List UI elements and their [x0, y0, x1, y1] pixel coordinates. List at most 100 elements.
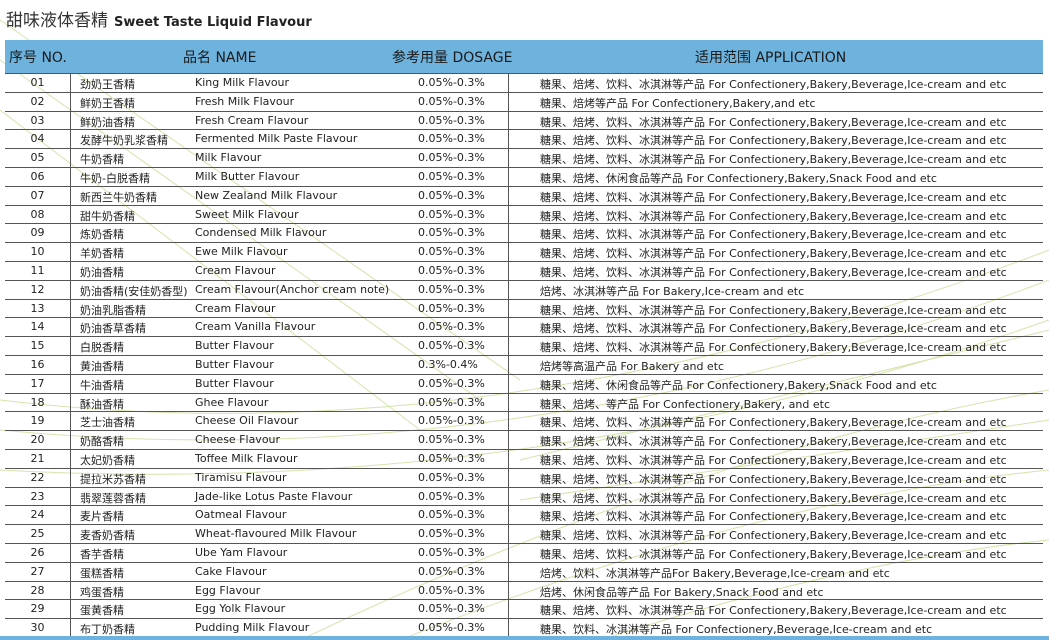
dosage: 0.05%-0.3%	[418, 621, 485, 635]
dosage: 0.05%-0.3%	[418, 395, 485, 409]
table-row: 22 提拉米苏香精 Tiramisu Flavour 0.05%-0.3% 糖果、焙烤、…	[5, 469, 1043, 488]
row-number: 11	[30, 263, 45, 277]
table-row: 11 奶油香精 Cream Flavour 0.05%-0.3% 糖果、焙烤、饮料、冰淇…	[5, 262, 1043, 281]
english-name: Oatmeal Flavour	[195, 508, 287, 522]
table-row: 01 劲奶王香精 King Milk Flavour 0.05%-0.3% 糖果、焙烤、…	[5, 74, 1043, 93]
chinese-name: 香芋香精	[80, 547, 124, 561]
application: 糖果、焙烤、休闲食品等产品 For Confectionery,Bakery,S…	[540, 378, 937, 392]
english-name: Ghee Flavour	[195, 395, 269, 409]
bottom-bar	[0, 636, 1049, 640]
chinese-name: 牛奶香精	[80, 153, 124, 167]
table-row: 03 鲜奶油香精 Fresh Cream Flavour 0.05%-0.3% 糖果、焙…	[5, 112, 1043, 131]
chinese-name: 牛油香精	[80, 378, 124, 392]
dosage: 0.05%-0.3%	[418, 151, 485, 165]
application: 糖果、焙烤、饮料、冰淇淋等产品 For Confectionery,Bakery…	[540, 604, 1007, 618]
application: 糖果、饮料、冰淇淋等产品 For Confectionery,Beverage,…	[540, 623, 933, 637]
english-name: Cream Flavour	[195, 301, 276, 315]
application: 糖果、焙烤、等产品 For Confectionery,Bakery, and …	[540, 397, 830, 411]
english-name: King Milk Flavour	[195, 76, 290, 89]
english-name: Jade-like Lotus Paste Flavour	[195, 489, 353, 503]
table-row: 20 奶酪香精 Cheese Flavour 0.05%-0.3% 糖果、焙烤、饮料、冰…	[5, 431, 1043, 450]
application: 糖果、焙烤、饮料、冰淇淋等产品 For Confectionery,Bakery…	[540, 547, 1007, 561]
row-number: 23	[30, 489, 45, 503]
chinese-name: 翡翠莲蓉香精	[80, 491, 146, 505]
table-row: 08 甜牛奶香精 Sweet Milk Flavour 0.05%-0.3% 糖果、焙烤…	[5, 206, 1043, 225]
row-number: 10	[30, 245, 45, 259]
dosage: 0.05%-0.3%	[418, 245, 485, 259]
table-row: 13 奶油乳脂香精 Cream Flavour 0.05%-0.3% 糖果、焙烤、饮料、…	[5, 300, 1043, 319]
table-row: 17 牛油香精 Butter Flavour 0.05%-0.3% 糖果、焙烤、休闲食品…	[5, 375, 1043, 394]
row-number: 21	[30, 451, 45, 465]
english-name: Tiramisu Flavour	[195, 470, 287, 484]
dosage: 0.05%-0.3%	[418, 301, 485, 315]
english-name: Cake Flavour	[195, 564, 267, 578]
header-no: 序号 NO.	[9, 50, 67, 66]
application: 糖果、焙烤、饮料、冰淇淋等产品 For Confectionery,Bakery…	[540, 472, 1007, 486]
chinese-name: 白脱香精	[80, 341, 124, 355]
application: 糖果、焙烤、饮料、冰淇淋等产品 For Confectionery,Bakery…	[540, 190, 1007, 204]
dosage: 0.05%-0.3%	[418, 527, 485, 541]
chinese-name: 羊奶香精	[80, 247, 124, 261]
dosage: 0.05%-0.3%	[418, 545, 485, 559]
dosage: 0.05%-0.3%	[418, 188, 485, 202]
table-row: 18 酥油香精 Ghee Flavour 0.05%-0.3% 糖果、焙烤、等产品 Fo…	[5, 394, 1043, 413]
english-name: Cream Flavour(Anchor cream note)	[195, 282, 390, 296]
chinese-name: 酥油香精	[80, 397, 124, 411]
application: 糖果、焙烤、饮料、冰淇淋等产品 For Confectionery,Bakery…	[540, 115, 1007, 129]
english-name: Toffee Milk Flavour	[195, 451, 298, 465]
english-name: Butter Flavour	[195, 357, 274, 371]
row-number: 22	[30, 470, 45, 484]
application: 糖果、焙烤、饮料、冰淇淋等产品 For Confectionery,Bakery…	[540, 453, 1007, 467]
dosage: 0.05%-0.3%	[418, 433, 485, 447]
application: 糖果、焙烤、饮料、冰淇淋等产品 For Confectionery,Bakery…	[540, 265, 1007, 279]
chinese-name: 甜牛奶香精	[80, 209, 135, 223]
chinese-name: 奶油乳脂香精	[80, 303, 146, 317]
english-name: Fermented Milk Paste Flavour	[195, 132, 358, 146]
column-divider	[508, 73, 509, 638]
application: 焙烤、饮料、冰淇淋等产品For Bakery,Beverage,Ice-crea…	[540, 566, 890, 580]
table-row: 23 翡翠莲蓉香精 Jade-like Lotus Paste Flavour 0.0…	[5, 488, 1043, 507]
chinese-name: 鲜奶油香精	[80, 115, 135, 129]
dosage: 0.05%-0.3%	[418, 282, 485, 296]
title-english: Sweet Taste Liquid Flavour	[114, 15, 312, 30]
table-row: 09 炼奶香精 Condensed Milk Flavour 0.05%-0.3% 糖果…	[5, 224, 1043, 244]
header-dosage: 参考用量 DOSAGE	[392, 50, 513, 66]
dosage: 0.05%-0.3%	[418, 320, 485, 334]
row-number: 04	[30, 132, 45, 146]
application: 糖果、焙烤、饮料、冰淇淋等产品 For Confectionery,Bakery…	[540, 78, 1007, 91]
english-name: Pudding Milk Flavour	[195, 621, 310, 635]
chinese-name: 太妃奶香精	[80, 453, 135, 467]
application: 糖果、焙烤、饮料、冰淇淋等产品 For Confectionery,Bakery…	[540, 153, 1007, 167]
dosage: 0.3%-0.4%	[418, 357, 478, 371]
table-row: 04 发酵牛奶乳浆香精 Fermented Milk Paste Flavour 0.…	[5, 130, 1043, 150]
row-number: 08	[30, 207, 45, 221]
row-number: 09	[30, 226, 45, 240]
chinese-name: 蛋黄香精	[80, 604, 124, 618]
table-row: 15 白脱香精 Butter Flavour 0.05%-0.3% 糖果、焙烤、饮料、冰…	[5, 337, 1043, 356]
row-number: 17	[30, 376, 45, 390]
dosage: 0.05%-0.3%	[418, 451, 485, 465]
chinese-name: 麦片香精	[80, 510, 124, 524]
dosage: 0.05%-0.3%	[418, 489, 485, 503]
chinese-name: 劲奶王香精	[80, 78, 135, 91]
chinese-name: 芝士油香精	[80, 416, 135, 430]
row-number: 25	[30, 527, 45, 541]
chinese-name: 布丁奶香精	[80, 623, 135, 637]
english-name: Ube Yam Flavour	[195, 545, 288, 559]
english-name: Egg Yolk Flavour	[195, 602, 286, 616]
table-row: 10 羊奶香精 Ewe Milk Flavour 0.05%-0.3% 糖果、焙烤、饮料…	[5, 243, 1043, 262]
table-row: 12 奶油香精(安佳奶香型) Cream Flavour(Anchor cream …	[5, 281, 1043, 300]
dosage: 0.05%-0.3%	[418, 263, 485, 277]
table-row: 14 奶油香草香精 Cream Vanilla Flavour 0.05%-0.3% 糖…	[5, 318, 1043, 338]
chinese-name: 奶油香精(安佳奶香型)	[80, 284, 188, 298]
english-name: Cheese Oil Flavour	[195, 414, 299, 428]
english-name: Sweet Milk Flavour	[195, 207, 299, 221]
header-name: 品名 NAME	[183, 50, 257, 66]
dosage: 0.05%-0.3%	[418, 207, 485, 221]
table-row: 24 麦片香精 Oatmeal Flavour 0.05%-0.3% 糖果、焙烤、饮料、…	[5, 506, 1043, 526]
table-row: 05 牛奶香精 Milk Flavour 0.05%-0.3% 糖果、焙烤、饮料、冰淇淋…	[5, 149, 1043, 168]
page-title: 甜味液体香精 Sweet Taste Liquid Flavour	[6, 6, 312, 31]
application: 糖果、焙烤、饮料、冰淇淋等产品 For Confectionery,Bakery…	[540, 134, 1007, 148]
dosage: 0.05%-0.3%	[418, 132, 485, 146]
table-row: 27 蛋糕香精 Cake Flavour 0.05%-0.3% 焙烤、饮料、冰淇淋等产品…	[5, 563, 1043, 582]
